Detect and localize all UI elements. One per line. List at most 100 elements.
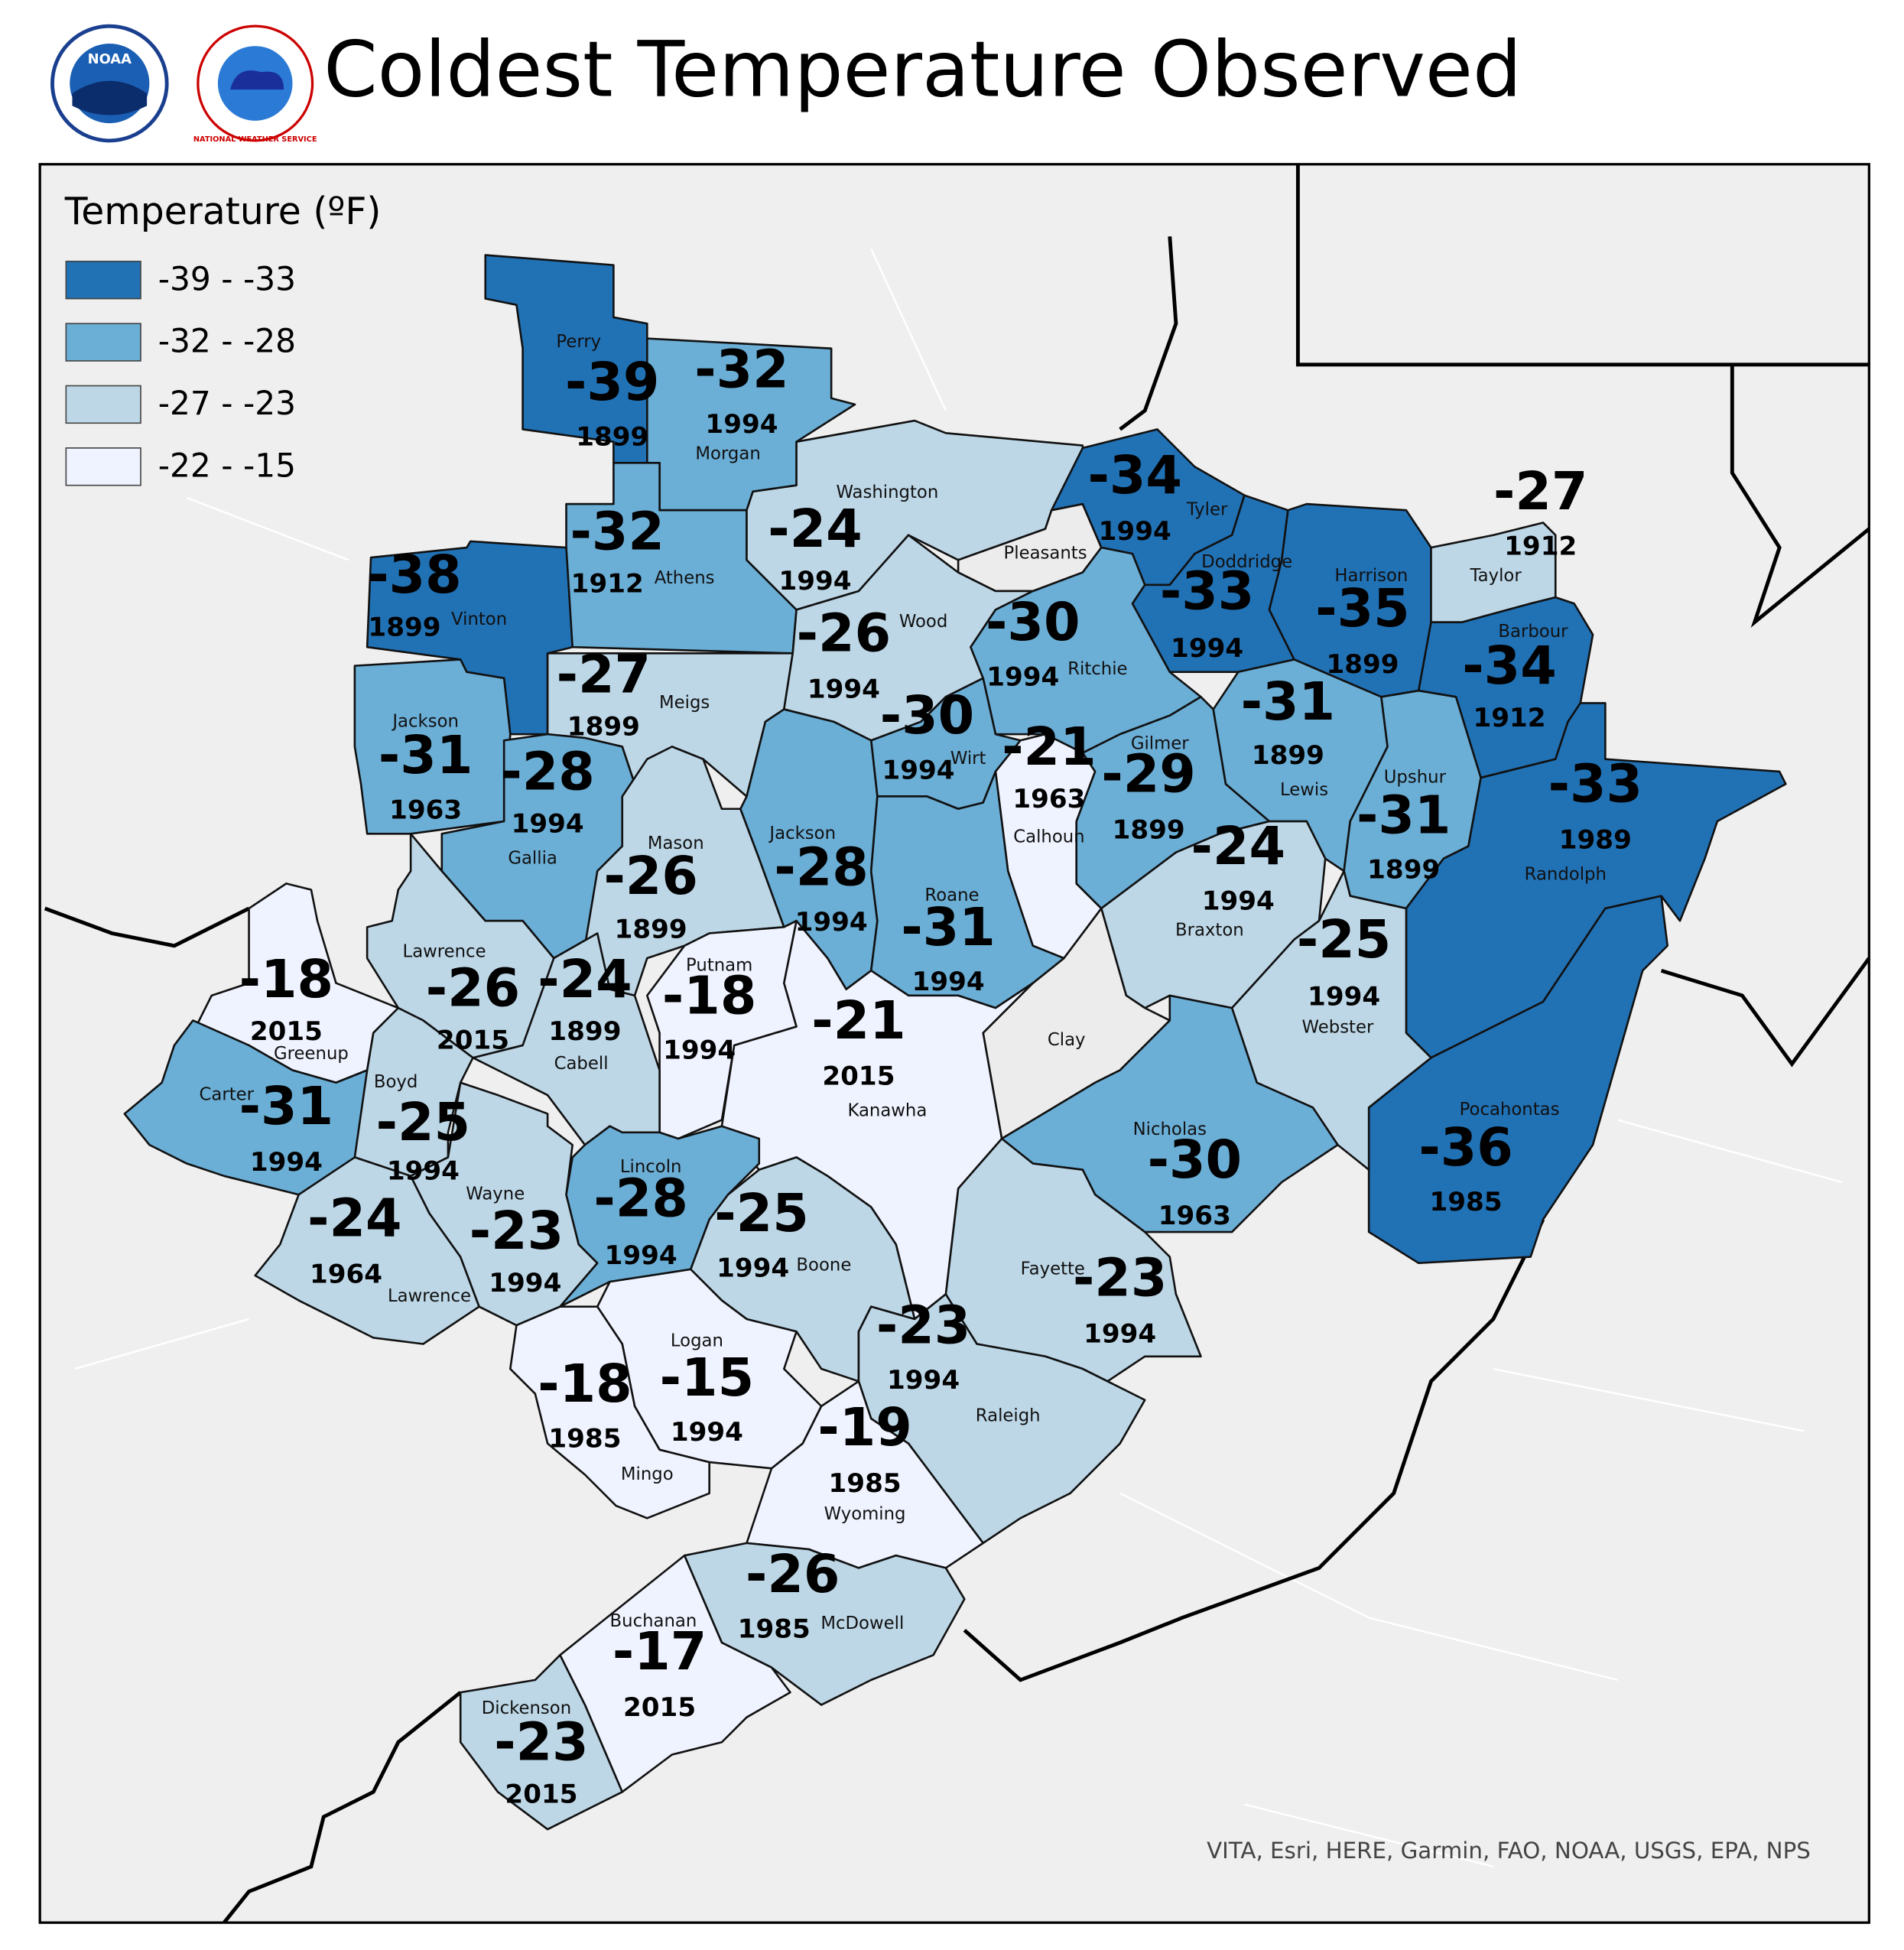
- legend-swatch: [65, 385, 141, 424]
- county-temp: -21: [1002, 717, 1096, 778]
- county-temp: -26: [746, 1545, 840, 1605]
- county-name: Logan: [671, 1331, 723, 1351]
- county-year: 1985: [1430, 1187, 1503, 1217]
- county-name: Tyler: [1186, 500, 1228, 520]
- county-temp: -35: [1315, 579, 1409, 639]
- county-year: 1994: [250, 1147, 323, 1178]
- county-year: 1994: [663, 1035, 736, 1066]
- county-year: 2015: [505, 1779, 577, 1810]
- county-temp: -24: [1191, 817, 1285, 877]
- county-name: Kanawha: [847, 1101, 927, 1121]
- county-name: Lawrence: [388, 1286, 471, 1306]
- county-temp: -26: [603, 847, 697, 907]
- county-name: Putnam: [686, 955, 752, 975]
- title: Coldest Temperature Observed: [323, 24, 1522, 114]
- county-name: Carter: [200, 1085, 255, 1105]
- county-temp: -32: [570, 502, 664, 562]
- county-temp: -30: [986, 593, 1080, 653]
- county-name: Wirt: [950, 749, 986, 769]
- county-temp: -28: [593, 1169, 687, 1230]
- noaa-logo: NOAA: [50, 24, 169, 143]
- county-temp: -25: [376, 1093, 470, 1153]
- county-name: Mason: [648, 834, 704, 853]
- county-year: 1994: [605, 1240, 677, 1271]
- county-name: Nicholas: [1133, 1120, 1207, 1139]
- county-name: Randolph: [1525, 865, 1607, 885]
- county-name: Buchanan: [610, 1611, 697, 1631]
- legend-label: -32 - -28: [158, 323, 296, 360]
- county: [459, 1654, 624, 1831]
- basemap: [44, 164, 1871, 1924]
- county-name: Pocahontas: [1460, 1100, 1560, 1120]
- county-name: Jackson: [768, 824, 836, 843]
- county-year: 1994: [716, 1253, 789, 1283]
- county-name: Athens: [655, 568, 715, 588]
- county-year: 1963: [389, 795, 462, 826]
- county-name: Wyoming: [824, 1504, 906, 1524]
- county-name: Greenup: [274, 1044, 349, 1064]
- county-temp: -38: [367, 545, 461, 606]
- county-temp: -25: [1297, 910, 1391, 970]
- county-year: 1989: [1559, 825, 1632, 856]
- county-year: 1985: [829, 1468, 902, 1499]
- county-year: 1985: [548, 1423, 621, 1454]
- county-name: Barbour: [1498, 622, 1568, 642]
- legend: Temperature (ºF) -39 - -33 -32 - -28 -27 -…: [64, 190, 381, 486]
- county-year: 2015: [437, 1025, 509, 1056]
- county-year: 1994: [1099, 516, 1171, 547]
- county-name: Pleasants: [1004, 544, 1087, 564]
- county-name: Boone: [796, 1255, 851, 1275]
- county-temp: -21: [811, 991, 905, 1051]
- county-year: 1963: [1158, 1201, 1231, 1231]
- county-temp: -33: [1548, 755, 1642, 815]
- county-year: 1994: [986, 661, 1059, 692]
- county-name: Mingo: [621, 1464, 674, 1484]
- county: [484, 254, 648, 464]
- county-temp: -18: [662, 966, 756, 1026]
- county-year: 1994: [1308, 982, 1380, 1012]
- county-year: 1899: [368, 612, 440, 642]
- county-temp: -18: [538, 1354, 632, 1415]
- county-temp: -36: [1418, 1118, 1512, 1178]
- county-name: Cabell: [554, 1054, 609, 1074]
- county-name: Vinton: [451, 609, 507, 629]
- county-year: 1994: [1084, 1319, 1156, 1350]
- legend-label: -39 - -33: [158, 260, 296, 297]
- county-year: 2015: [822, 1061, 895, 1092]
- county-name: Wayne: [466, 1185, 525, 1204]
- county: [869, 770, 1065, 1009]
- county-name: Morgan: [695, 444, 760, 463]
- county-temp: -18: [239, 950, 333, 1010]
- county-year: 1985: [738, 1614, 811, 1644]
- county-name: Lawrence: [403, 941, 486, 961]
- county-year: 1899: [1326, 649, 1399, 680]
- county-year: 1899: [567, 711, 640, 742]
- county-temp: -30: [1148, 1130, 1242, 1191]
- county-temp: -28: [774, 838, 868, 899]
- county-year: 1912: [571, 568, 644, 599]
- county-year: 1994: [1202, 886, 1275, 916]
- county-temp: -31: [379, 726, 473, 786]
- county-name: Meigs: [659, 693, 710, 713]
- county-temp: -30: [880, 686, 974, 746]
- county-name: Roane: [924, 886, 979, 905]
- county-year: 1994: [887, 1365, 960, 1396]
- county-year: 1964: [310, 1259, 382, 1289]
- county-year: 1899: [1113, 815, 1185, 846]
- county-temp: -27: [1493, 462, 1587, 522]
- county-temp: -24: [538, 950, 632, 1010]
- county-name: Dickenson: [482, 1698, 571, 1718]
- legend-label: -27 - -23: [158, 385, 296, 422]
- county-name: Wood: [899, 612, 947, 632]
- county-year: 1912: [1473, 703, 1545, 733]
- county-name: Perry: [556, 332, 601, 352]
- county-year: 1994: [705, 409, 778, 440]
- county-year: 1899: [548, 1016, 621, 1047]
- county-name: Fayette: [1021, 1259, 1085, 1279]
- county-name: Gallia: [508, 848, 557, 868]
- county-name: Clay: [1048, 1030, 1086, 1050]
- county-temp: -19: [817, 1398, 911, 1458]
- county: [746, 419, 1084, 611]
- county-temp: -29: [1101, 745, 1195, 805]
